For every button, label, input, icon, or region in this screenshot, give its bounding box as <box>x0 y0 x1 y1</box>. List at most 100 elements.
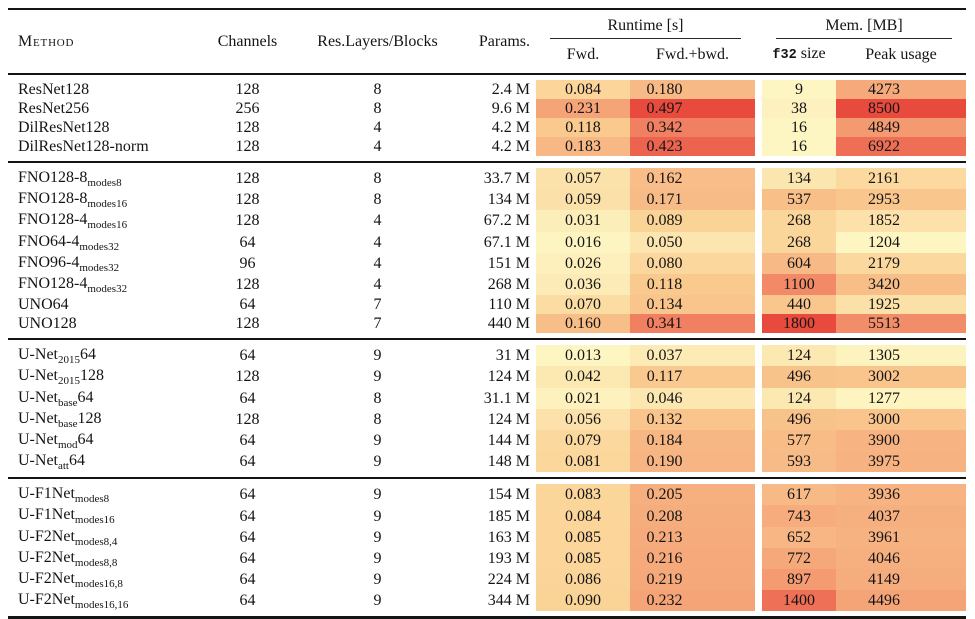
cell-runtime-fwd-bwd: 0.171 <box>630 189 755 211</box>
memory-group-label: Mem. [MB] <box>776 10 953 39</box>
cell-params: 134 M <box>487 191 530 209</box>
cell-gap <box>755 430 762 451</box>
cell-runtime-fwd: 0.183 <box>536 137 630 156</box>
cell-gap <box>755 80 762 99</box>
method-subscript: mod <box>57 439 78 452</box>
table-row: U-F2Netmodes16,8 64 9 224 M 0.086 0.219 897 414… <box>8 569 967 591</box>
cell-channels: 64 <box>239 389 256 407</box>
cell-runtime-fwd: 0.160 <box>536 314 630 334</box>
cell-gap <box>755 484 762 505</box>
cell-f32-size: 38 <box>762 99 836 118</box>
cell-channels: 128 <box>235 170 260 188</box>
cell-gap <box>755 295 762 314</box>
table-row: UNO64 64 7 110 M 0.070 0.134 440 1925 <box>8 295 967 315</box>
cell-runtime-fwd-bwd: 0.219 <box>630 569 755 591</box>
method-suffix: 64 <box>68 452 85 470</box>
cell-runtime-fwd: 0.085 <box>536 526 630 548</box>
cell-f32-size: 1400 <box>762 590 836 612</box>
cell-channels: 128 <box>235 191 260 209</box>
cell-runtime-fwd-bwd: 0.050 <box>630 231 755 253</box>
method-subscript: att <box>57 460 69 473</box>
cell-params: 110 M <box>488 296 530 314</box>
table-row: U-F1Netmodes16 64 9 185 M 0.084 0.208 743 4037 <box>8 505 967 527</box>
method-name: U-F2Net <box>18 570 75 587</box>
col-header-method: Method <box>8 9 195 74</box>
cell-res-layers: 4 <box>373 233 382 251</box>
table-header: Method Channels Res.Layers/Blocks Params… <box>8 9 967 74</box>
cell-f32-size: 577 <box>762 429 836 452</box>
cell-runtime-fwd-bwd: 0.046 <box>630 387 755 409</box>
table-row: U-Netmod64 64 9 144 M 0.079 0.184 577 3900 <box>8 429 967 452</box>
cell-gap <box>755 99 762 118</box>
cell-gap <box>755 274 762 295</box>
cell-runtime-fwd: 0.086 <box>536 569 630 591</box>
cell-runtime-fwd-bwd: 0.162 <box>630 168 755 190</box>
group-spacer-cell <box>8 611 966 618</box>
cell-method: U-F2Netmodes8,8 <box>8 548 195 569</box>
cell-params: 9.6 M <box>491 100 530 117</box>
cell-peak-usage: 4849 <box>836 118 967 137</box>
column-gap <box>755 9 762 74</box>
cell-f32-size: 134 <box>762 168 836 190</box>
method-name: FNO64-4 <box>18 232 80 250</box>
method-subscript: modes8,8 <box>74 557 118 569</box>
method-suffix: 128 <box>77 409 102 427</box>
method-subscript: modes16 <box>87 198 128 211</box>
cell-res-layers: 4 <box>373 119 382 136</box>
cell-runtime-fwd: 0.079 <box>536 429 630 452</box>
method-name: DilResNet128-norm <box>18 138 149 155</box>
cell-runtime-fwd-bwd: 0.341 <box>630 314 755 334</box>
cell-runtime-fwd-bwd: 0.497 <box>630 99 755 118</box>
cell-peak-usage: 3975 <box>836 451 967 473</box>
method-subscript: base <box>57 417 78 430</box>
cell-peak-usage: 2161 <box>836 168 967 190</box>
cell-gap <box>755 314 762 333</box>
table-row: U-Net201564 64 9 31 M 0.013 0.037 124 1305 <box>8 345 967 367</box>
cell-res-layers: 9 <box>373 486 382 504</box>
cell-method: FNO128-4modes32 <box>8 274 195 295</box>
cell-runtime-fwd: 0.057 <box>536 168 630 190</box>
cell-params: 193 M <box>487 549 530 567</box>
cell-method: U-F2Netmodes16,16 <box>8 590 195 611</box>
cell-runtime-fwd: 0.085 <box>536 547 630 569</box>
cell-runtime-fwd-bwd: 0.423 <box>630 137 755 156</box>
cell-runtime-fwd-bwd: 0.232 <box>630 590 755 612</box>
cell-gap <box>755 137 762 156</box>
cell-params: 2.4 M <box>491 81 530 98</box>
cell-channels: 64 <box>239 431 256 449</box>
cell-peak-usage: 2953 <box>836 189 967 211</box>
method-name: FNO128-4 <box>18 211 88 229</box>
cell-params: 268 M <box>487 276 530 294</box>
cell-channels: 64 <box>239 507 256 525</box>
method-subscript: modes16,8 <box>74 578 123 591</box>
table-row: U-F2Netmodes16,16 64 9 344 M 0.090 0.232 1400 4… <box>8 590 967 612</box>
cell-runtime-fwd: 0.081 <box>536 451 630 473</box>
cell-runtime-fwd: 0.231 <box>536 99 630 118</box>
cell-method: U-Net201564 <box>8 345 195 366</box>
cell-method: ResNet256 <box>8 99 195 118</box>
method-name: UNO128 <box>18 315 77 333</box>
cell-res-layers: 8 <box>373 410 382 428</box>
cell-f32-size: 440 <box>762 295 836 315</box>
cell-method: UNO128 <box>8 314 195 333</box>
cell-runtime-fwd-bwd: 0.184 <box>630 429 755 452</box>
method-suffix: 64 <box>77 430 94 448</box>
cell-params: 33.7 M <box>483 170 530 188</box>
method-name: U-Net <box>18 452 58 470</box>
cell-channels: 256 <box>235 100 260 117</box>
cell-runtime-fwd: 0.070 <box>536 295 630 315</box>
cell-channels: 96 <box>239 254 256 272</box>
table-group: U-Net201564 64 9 31 M 0.013 0.037 124 1305 U-Net… <box>8 339 967 478</box>
cell-params: 67.2 M <box>483 212 530 230</box>
cell-res-layers: 9 <box>373 453 382 471</box>
cell-peak-usage: 3002 <box>836 366 967 388</box>
table-row: U-Netbase128 128 8 124 M 0.056 0.132 496 3000 <box>8 408 967 430</box>
cell-peak-usage: 1852 <box>836 210 967 232</box>
cell-runtime-fwd: 0.056 <box>536 408 630 430</box>
cell-runtime-fwd-bwd: 0.180 <box>630 80 755 99</box>
cell-channels: 64 <box>239 296 256 314</box>
method-name: U-Net <box>18 409 58 427</box>
cell-params: 148 M <box>487 453 530 471</box>
cell-channels: 128 <box>235 119 260 136</box>
cell-f32-size: 1100 <box>762 273 836 296</box>
